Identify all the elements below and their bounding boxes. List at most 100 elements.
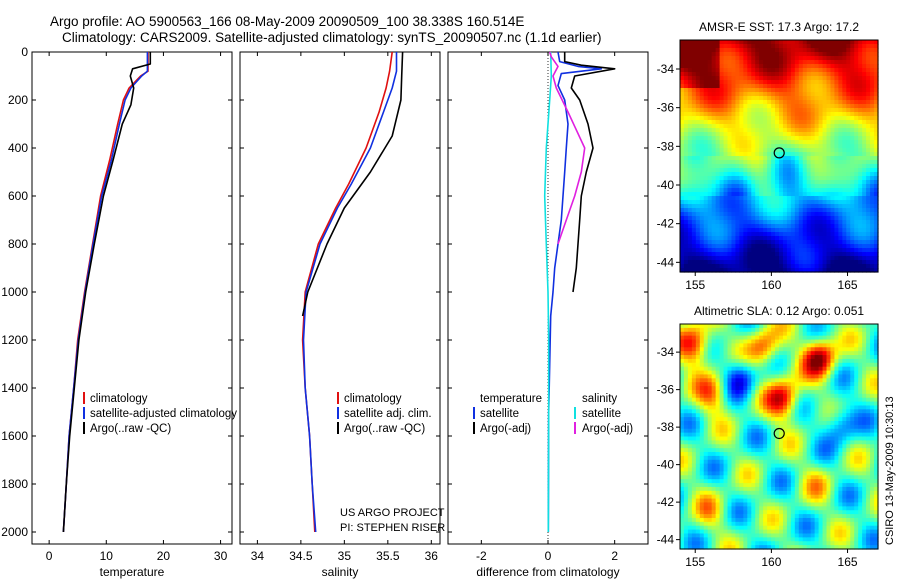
sla-map-cell: [703, 483, 709, 488]
sla-map-cell: [806, 358, 812, 364]
sla-map-cell: [707, 525, 713, 531]
sla-map-cell: [711, 393, 717, 399]
temperature-xtick-label: 10: [100, 549, 114, 563]
sla-map-cell: [759, 448, 764, 453]
sst-map-cell: [822, 92, 828, 97]
sla-map-cell: [763, 324, 768, 329]
sla-map-cell: [771, 339, 776, 344]
sla-map-cell: [771, 409, 776, 414]
sst-map-cell: [814, 264, 820, 269]
sst-map-cell: [834, 108, 839, 113]
salinity-xtick-label: 36: [425, 549, 439, 563]
sla-map-cell: [755, 432, 760, 438]
sst-map-cell: [802, 208, 808, 213]
sst-map-cell: [826, 164, 832, 169]
sla-map-cell: [786, 324, 792, 329]
sst-map-cell: [711, 68, 717, 73]
sla-map-cell: [798, 355, 804, 360]
sst-map-cell: [786, 84, 792, 89]
sla-map-cell: [703, 486, 709, 492]
sla-map-cell: [771, 545, 776, 550]
sst-map-cell: [719, 112, 725, 117]
sst-map-cell: [826, 268, 832, 273]
sst-map-cell: [850, 224, 855, 229]
sst-map-cell: [814, 244, 820, 249]
sst-map-cell: [814, 172, 820, 177]
sst-map-cell: [802, 48, 808, 53]
sla-map-cell: [719, 506, 725, 511]
sla-map-cell: [731, 529, 737, 535]
sst-map-cell: [790, 120, 796, 125]
sst-map-cell: [703, 264, 709, 269]
sla-map-cell: [735, 521, 740, 527]
sla-map-cell: [727, 374, 733, 379]
sst-map-cell: [731, 156, 737, 161]
sst-map-cell: [723, 232, 729, 237]
sla-map-cell: [739, 436, 744, 441]
sst-map-cell: [707, 208, 713, 213]
sst-map-cell: [775, 72, 780, 77]
sst-map-cell: [703, 60, 709, 65]
sst-map-cell: [695, 232, 701, 237]
sst-map-cell: [802, 140, 808, 145]
sla-map-cell: [715, 327, 721, 333]
sla-map-cell: [715, 397, 721, 403]
sla-map-cell: [707, 514, 713, 519]
sst-map-cell: [751, 208, 756, 213]
sla-map-cell: [782, 448, 788, 453]
sla-map-cell: [735, 339, 740, 344]
sla-map-cell: [751, 525, 756, 531]
sst-map-cell: [810, 52, 816, 57]
sst-map-cell: [771, 196, 776, 201]
sst-map-cell: [711, 208, 717, 213]
sst-map-cell: [739, 176, 744, 181]
sla-map-cell: [743, 409, 748, 414]
sst-map-cell: [727, 72, 733, 77]
sla-map-cell: [735, 397, 740, 403]
sst-map-cell: [739, 168, 744, 173]
sla-map-cell: [691, 444, 697, 449]
sla-map-cell: [775, 358, 780, 364]
sst-map-cell: [782, 64, 788, 69]
sst-map-cell: [723, 84, 729, 89]
sst-map-cell: [719, 108, 725, 113]
sst-map-cell: [794, 80, 800, 85]
sst-map-cell: [862, 100, 867, 105]
sst-map-cell: [850, 200, 855, 205]
sst-map-cell: [838, 244, 843, 249]
sla-map-cell: [779, 401, 784, 407]
sst-map-cell: [830, 92, 836, 97]
sst-map-cell: [866, 200, 871, 205]
sst-map-cell: [743, 216, 748, 221]
sst-map-cell: [850, 176, 855, 181]
sst-map-cell: [862, 52, 867, 57]
sst-map-cell: [743, 116, 748, 121]
sst-map-cell: [794, 244, 800, 249]
sla-map-cell: [719, 420, 725, 426]
sst-map-cell: [834, 196, 839, 201]
sst-map-cell: [755, 204, 760, 209]
sst-map-cell: [775, 188, 780, 193]
sla-map-cell: [711, 533, 717, 538]
sla-map-cell: [703, 413, 709, 418]
sla-map-cell: [751, 393, 756, 399]
sla-map-cell: [735, 541, 740, 546]
sst-map-cell: [866, 52, 871, 57]
sst-map-cell: [743, 64, 748, 69]
sla-map-cell: [802, 409, 808, 414]
sst-map-cell: [771, 216, 776, 221]
sst-map-cell: [711, 120, 717, 125]
sst-map-cell: [842, 100, 847, 105]
sla-map-cell: [798, 397, 804, 403]
sst-map-cell: [723, 112, 729, 117]
sst-map-cell: [786, 196, 792, 201]
sla-map-cell: [695, 335, 701, 341]
sst-map-cell: [759, 180, 764, 185]
sla-map-cell: [790, 475, 796, 480]
sst-map-cell: [727, 188, 733, 193]
sla-map-cell: [683, 362, 689, 368]
sst-map-cell: [838, 196, 843, 201]
sst-map-cell: [862, 256, 867, 261]
sst-map-cell: [735, 188, 740, 193]
sla-map-cell: [719, 335, 725, 341]
